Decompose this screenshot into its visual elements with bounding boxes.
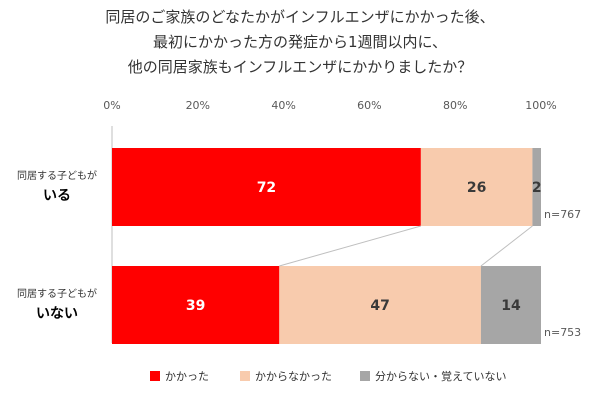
x-tick-label: 40% (271, 99, 295, 112)
series-connector-line (279, 225, 422, 267)
bar-segment (279, 266, 481, 344)
x-tick-label: 60% (357, 99, 381, 112)
sample-size-label: n=767 (544, 208, 581, 221)
chart-title-line-2: 最初にかかった方の発症から1週間以内に、 (153, 33, 447, 51)
data-label: 26 (467, 180, 486, 196)
x-tick-label: 20% (186, 99, 210, 112)
bar-segment (112, 148, 421, 226)
data-label: 39 (186, 298, 205, 314)
data-label: 2 (532, 180, 542, 196)
category-label-line1: 同居する子どもが (17, 287, 97, 300)
series-connector-line (480, 225, 533, 267)
x-tick-label: 0% (103, 99, 120, 112)
legend-label: かからなかった (255, 370, 332, 383)
data-label: 14 (501, 298, 521, 314)
chart-title-line-3: 他の同居家族もインフルエンザにかかりましたか？ (128, 58, 473, 76)
legend-swatch (240, 371, 250, 381)
legend-label: 分からない・覚えていない (375, 370, 506, 383)
x-tick-label: 100% (525, 99, 556, 112)
legend-swatch (150, 371, 160, 381)
legend-label: かかった (165, 370, 209, 383)
bar-segment (532, 148, 541, 226)
data-label: 47 (370, 298, 389, 314)
category-label-line2: いない (36, 306, 78, 322)
bar-segment (480, 266, 541, 344)
category-label-line2: いる (43, 188, 71, 204)
bar-segment (112, 266, 280, 344)
sample-size-label: n=753 (544, 326, 581, 339)
data-label: 72 (257, 180, 276, 196)
legend-swatch (360, 371, 370, 381)
category-label-line1: 同居する子どもが (17, 169, 97, 182)
bar-segment (420, 148, 533, 226)
chart-title-line-1: 同居のご家族のどなたかがインフルエンザにかかった後、 (105, 8, 494, 26)
x-tick-label: 80% (443, 99, 467, 112)
